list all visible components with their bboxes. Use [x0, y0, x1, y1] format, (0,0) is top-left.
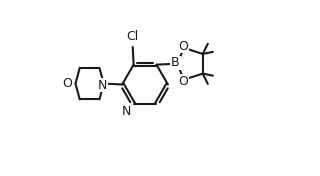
Text: O: O [62, 77, 72, 90]
Text: N: N [98, 78, 107, 92]
Text: O: O [178, 75, 188, 88]
Text: Cl: Cl [127, 30, 139, 43]
Text: B: B [171, 56, 180, 69]
Text: N: N [122, 105, 131, 118]
Text: O: O [178, 40, 188, 53]
